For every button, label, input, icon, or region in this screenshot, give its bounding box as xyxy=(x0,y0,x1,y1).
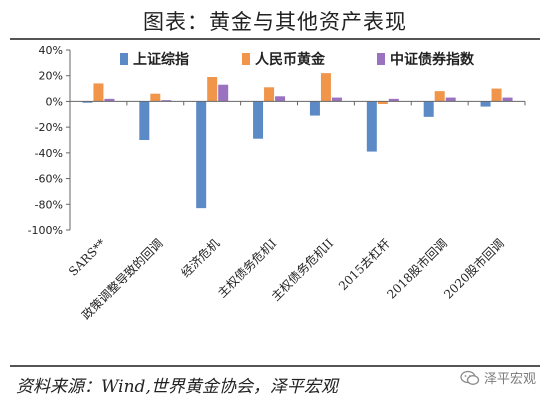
bar-2 xyxy=(207,77,218,102)
bar-1 xyxy=(253,101,264,139)
watermark: 泽平宏观 xyxy=(460,368,536,387)
top-rule xyxy=(10,38,540,40)
legend-label: 上证综指 xyxy=(133,51,189,68)
bar-3 xyxy=(502,97,513,102)
bar-1 xyxy=(82,101,93,103)
y-tick-label: -20% xyxy=(35,121,63,134)
y-tick-label: 0% xyxy=(46,95,63,108)
bar-1 xyxy=(309,101,320,116)
source-note: 资料来源：Wind,世界黄金协会，泽平宏观 xyxy=(16,377,338,397)
legend-label: 中证债券指数 xyxy=(390,51,475,68)
bar-3 xyxy=(331,97,342,102)
bar-1 xyxy=(196,101,207,209)
chart-title: 图表：黄金与其他资产表现 xyxy=(143,10,407,34)
legend-label: 人民币黄金 xyxy=(255,51,326,68)
bar-1 xyxy=(139,101,150,140)
legend-swatch-3 xyxy=(377,53,385,65)
bar-1 xyxy=(480,101,491,107)
category-label: 2015去杠杆 xyxy=(335,236,393,294)
bar-3 xyxy=(218,84,229,102)
category-label: SARS** xyxy=(66,236,109,279)
category-label: 经济危机 xyxy=(178,236,223,281)
y-tick-label: 20% xyxy=(39,70,63,83)
bar-2 xyxy=(434,91,445,102)
bar-3 xyxy=(161,100,172,102)
bar-2 xyxy=(491,88,502,102)
watermark-text: 泽平宏观 xyxy=(483,372,536,387)
y-tick-label: 40% xyxy=(39,44,63,57)
bar-3 xyxy=(104,98,115,102)
bar-3 xyxy=(388,98,399,102)
bar-2 xyxy=(320,73,331,102)
legend-swatch-2 xyxy=(242,53,250,65)
category-label: 主权债务危机I xyxy=(214,235,279,300)
bar-2 xyxy=(377,101,388,104)
y-tick-label: -40% xyxy=(35,147,63,160)
bar-2 xyxy=(93,83,104,102)
legend-swatch-1 xyxy=(120,53,128,65)
category-label: 2020股市回调 xyxy=(441,236,507,302)
wechat-icon xyxy=(460,370,480,385)
y-tick-label: -60% xyxy=(35,173,63,186)
bar-1 xyxy=(423,101,434,117)
bar-chart: 40%20%0%-20%-40%-60%-80%-100%SARS**政策调整导… xyxy=(28,44,526,322)
bar-2 xyxy=(264,87,275,102)
y-tick-label: -80% xyxy=(35,198,63,211)
bar-3 xyxy=(445,97,456,102)
bottom-rule xyxy=(10,365,540,367)
bar-1 xyxy=(366,101,377,152)
bar-2 xyxy=(150,93,161,102)
bar-3 xyxy=(275,96,286,102)
y-tick-label: -100% xyxy=(28,224,63,237)
